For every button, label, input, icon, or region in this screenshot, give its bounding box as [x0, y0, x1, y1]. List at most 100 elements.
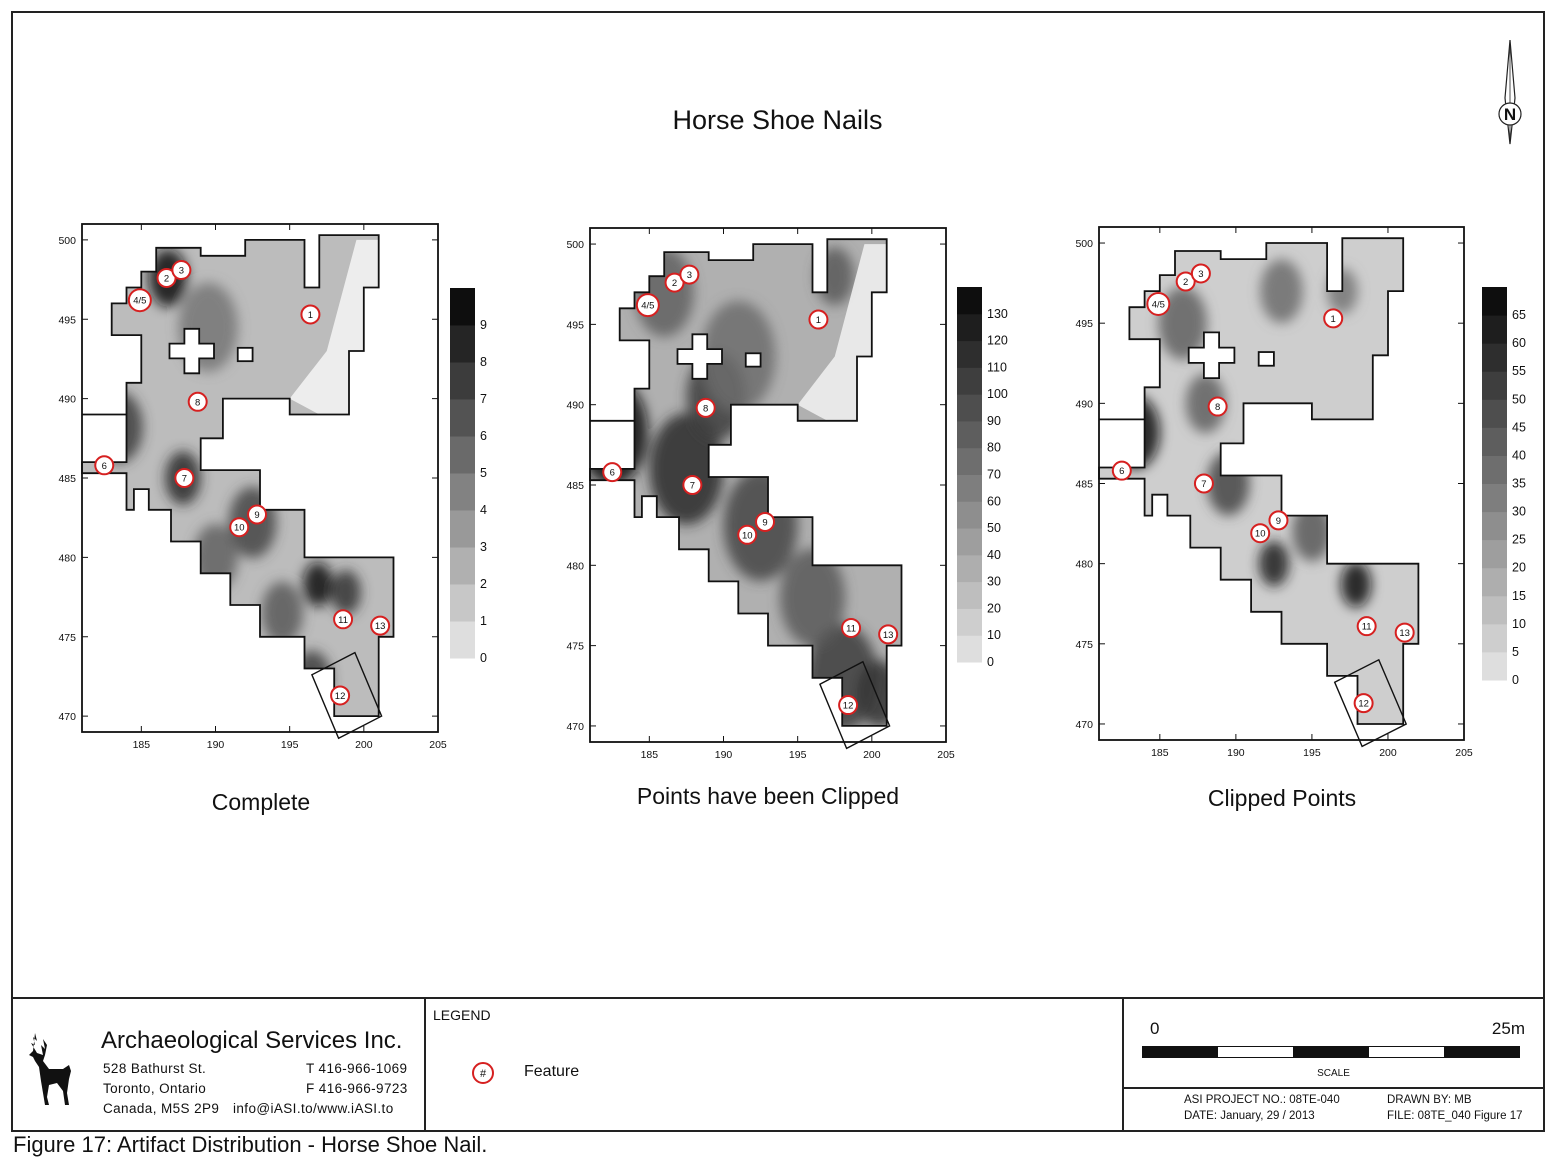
excavation-outline — [81, 234, 395, 717]
feature-marker-9: 9 — [247, 504, 268, 525]
colorbar-step — [450, 473, 475, 511]
y-tick-label: 500 — [1075, 238, 1093, 250]
title-block: Archaeological Services Inc. 528 Bathurs… — [11, 997, 1545, 1132]
colorbar: 0 1 2 3 4 5 6 7 8 9 — [450, 288, 487, 665]
feature-marker-6: 6 — [602, 462, 623, 483]
feature-label: 11 — [338, 615, 348, 626]
colorbar-tick-label: 110 — [987, 360, 1007, 374]
y-tick-label: 495 — [58, 314, 76, 326]
colorbar-tick-label: 30 — [1512, 505, 1526, 519]
feature-ring-icon — [682, 475, 703, 495]
feature-marker-6: 6 — [94, 455, 115, 476]
page-title: Horse Shoe Nails — [672, 105, 883, 135]
map-panel-3: 185 190 195 200 2054704754804854904955001234… — [1075, 226, 1526, 759]
north-label: N — [1504, 105, 1516, 124]
colorbar-step — [1482, 567, 1507, 597]
square-block — [1257, 351, 1275, 367]
deer-logo-icon — [29, 1033, 71, 1105]
density-hotspot — [331, 570, 361, 615]
colorbar-step — [957, 474, 982, 502]
feature-marker-13: 13 — [370, 615, 391, 636]
y-tick-label: 485 — [1075, 479, 1093, 491]
feature-label: 7 — [182, 474, 187, 485]
scale-block: 0 25m SCALE ASI PROJECT NO.: 08TE-040 DA… — [1124, 999, 1543, 1132]
feature-ring-icon — [94, 455, 115, 476]
feature-ring-icon — [838, 695, 859, 716]
feature-marker-1: 1 — [300, 304, 321, 325]
colorbar-tick-label: 0 — [480, 651, 487, 665]
legend-block: LEGEND # Feature — [426, 999, 1124, 1132]
address-line-2: Toronto, Ontario — [103, 1081, 207, 1096]
feature-label: 4/5 — [641, 301, 654, 312]
north-arrow-icon: N — [1498, 39, 1522, 145]
colorbar-step — [450, 547, 475, 585]
x-tick-label: 200 — [1379, 747, 1397, 759]
colorbar-step — [957, 287, 982, 315]
feature-label: 2 — [672, 278, 677, 289]
figure-caption: Figure 17: Artifact Distribution - Horse… — [13, 1132, 488, 1157]
colorbar-step — [450, 362, 475, 400]
feature-label: 11 — [846, 623, 856, 634]
colorbar-step — [957, 608, 982, 636]
density-hotspot — [1158, 286, 1207, 360]
address-line-3: Canada, M5S 2P9 — [103, 1101, 220, 1116]
colorbar-tick-label: 30 — [987, 575, 1001, 589]
y-tick-label: 490 — [58, 394, 76, 406]
legend-symbol: # — [480, 1068, 487, 1080]
feature-label: 6 — [1119, 466, 1124, 477]
feature-label: 10 — [234, 523, 245, 534]
density-low-zone — [289, 239, 379, 415]
colorbar-tick-label: 50 — [1512, 392, 1526, 406]
excavation-outline — [1098, 237, 1420, 725]
feature-label: 8 — [195, 397, 200, 408]
colorbar-tick-label: 8 — [480, 355, 487, 369]
company-name: Archaeological Services Inc. — [101, 1027, 403, 1054]
colorbar-step — [1482, 595, 1507, 625]
feature-label: 11 — [1362, 622, 1372, 633]
feature-ring-icon — [808, 309, 829, 330]
density-hotspot — [779, 548, 846, 647]
density-hotspot — [1292, 501, 1332, 562]
density-hotspot — [303, 562, 333, 607]
scale-bar — [1142, 1046, 1520, 1058]
x-tick-label: 200 — [863, 749, 881, 761]
y-tick-label: 485 — [566, 480, 584, 492]
colorbar-tick-label: 40 — [987, 548, 1001, 562]
y-tick-label: 495 — [1075, 318, 1093, 330]
file-name: FILE: 08TE_040 Figure 17 — [1387, 1110, 1523, 1122]
colorbar-tick-label: 5 — [1512, 645, 1519, 659]
feature-ring-icon — [1356, 616, 1377, 637]
colorbar-tick-label: 6 — [480, 429, 487, 443]
feature-label: 7 — [690, 481, 695, 492]
feature-ring-icon — [737, 524, 758, 545]
legend-item-feature: Feature — [524, 1063, 580, 1080]
panel-caption-clipped-points: Clipped Points — [1207, 785, 1357, 811]
feature-marker-10: 10 — [1250, 523, 1271, 544]
colorbar-step — [957, 581, 982, 609]
feature-label: 9 — [762, 517, 767, 528]
colorbar-step — [1482, 427, 1507, 456]
feature-label: 12 — [843, 701, 854, 712]
feature-ring-icon — [1394, 622, 1415, 643]
colorbar: 0 5 10 15 20 25 30 35 40 45 50 55 60 65 — [1482, 287, 1526, 687]
feature-label: 3 — [179, 266, 184, 277]
map-panel-1: 185 190 195 200 2054704754804854904955001234… — [58, 223, 487, 751]
feature-label: 10 — [742, 530, 753, 541]
x-tick-label: 185 — [1151, 747, 1169, 759]
feature-label: 6 — [102, 461, 107, 472]
feature-ring-icon — [127, 288, 152, 313]
feature-ring-icon — [679, 264, 700, 285]
density-hotspot — [1260, 259, 1303, 324]
density-hotspot — [1258, 540, 1290, 587]
colorbar-tick-label: 10 — [1512, 617, 1526, 631]
colorbar-step — [450, 621, 475, 659]
feature-label: 13 — [883, 630, 894, 641]
colorbar-step — [1482, 371, 1507, 400]
colorbar-tick-label: 45 — [1512, 420, 1526, 434]
trench-outline — [1333, 658, 1408, 748]
x-tick-label: 185 — [133, 739, 151, 751]
feature-label: 13 — [1399, 628, 1410, 639]
feature-ring-icon — [1323, 308, 1344, 329]
feature-ring-icon — [1250, 523, 1271, 544]
phone: T 416-966-1069 — [306, 1061, 408, 1076]
